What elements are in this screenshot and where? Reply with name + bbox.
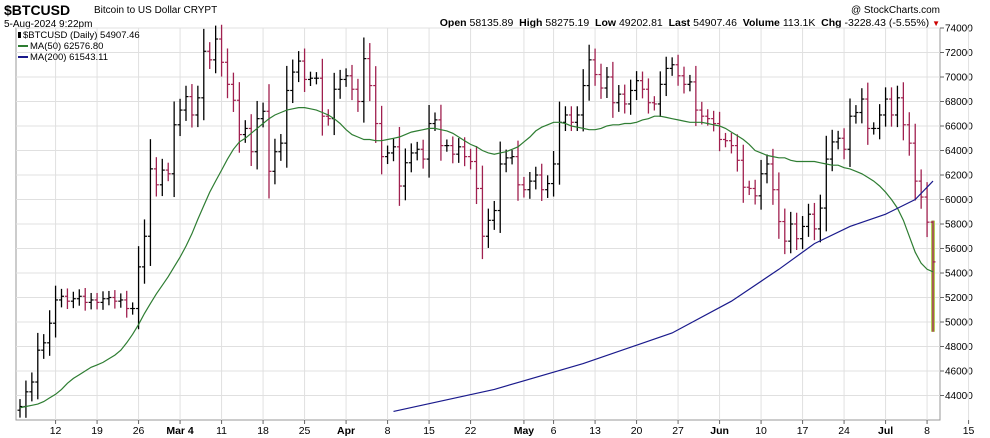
x-tick-label: May <box>514 425 535 437</box>
open-label: Open <box>439 17 467 29</box>
y-tick-label: 46000 <box>945 367 973 378</box>
x-tick-label: 18 <box>257 425 269 437</box>
x-tick-label: Apr <box>337 425 355 437</box>
y-tick-label: 52000 <box>945 293 973 304</box>
y-tick-label: 62000 <box>945 171 973 182</box>
legend-ma200-label: MA(200) 61543.11 <box>30 52 108 63</box>
low-label: Low <box>595 17 617 29</box>
y-tick-label: 50000 <box>945 318 973 329</box>
quote-stats: Open 58135.89 High 58275.19 Low 49202.81… <box>440 17 940 29</box>
x-tick-label: 27 <box>672 425 684 437</box>
x-tick-label: Jul <box>878 425 893 437</box>
x-tick-label: 20 <box>631 425 643 437</box>
y-tick-label: 70000 <box>945 73 973 84</box>
ma50-swatch-icon <box>18 45 28 48</box>
x-tick-label: 8 <box>385 425 391 437</box>
y-tick-label: 64000 <box>945 146 973 157</box>
chg-label: Chg <box>821 17 842 29</box>
x-tick-label: 15 <box>963 425 975 437</box>
y-tick-label: 60000 <box>945 195 973 206</box>
low-value: 49202.81 <box>618 17 663 29</box>
legend-ma200: MA(200) 61543.11 <box>18 52 108 63</box>
x-tick-label: 19 <box>91 425 103 437</box>
last-label: Last <box>668 17 691 29</box>
x-tick-label: 8 <box>924 425 930 437</box>
legend-ma50: MA(50) 62576.80 <box>18 41 103 52</box>
x-tick-label: 17 <box>797 425 809 437</box>
x-tick-label: Mar 4 <box>166 425 194 437</box>
y-tick-label: 48000 <box>945 342 973 353</box>
chg-value: -3228.43 (-5.55%) <box>844 17 930 29</box>
chart-date: 5-Aug-2024 9:22pm <box>4 19 93 30</box>
x-tick-label: 12 <box>50 425 62 437</box>
down-arrow-icon: ▼ <box>932 19 940 28</box>
x-tick-label: 15 <box>423 425 435 437</box>
x-tick-label: 11 <box>216 425 227 437</box>
y-tick-label: 56000 <box>945 244 973 255</box>
legend-price: $BTCUSD (Daily) 54907.46 <box>18 30 140 41</box>
ma50-line <box>19 107 934 409</box>
price-bars <box>17 24 936 418</box>
x-tick-label: 13 <box>589 425 601 437</box>
y-tick-label: 72000 <box>945 48 973 59</box>
x-tick-label: 26 <box>133 425 145 437</box>
watermark: @ StockCharts.com <box>850 5 940 16</box>
high-label: High <box>519 17 543 29</box>
legend-ma50-label: MA(50) 62576.80 <box>30 41 104 52</box>
x-tick-label: 22 <box>465 425 477 437</box>
ma200-swatch-icon <box>18 56 28 59</box>
volume-label: Volume <box>742 17 780 29</box>
high-value: 58275.19 <box>545 17 590 29</box>
x-tick-label: 6 <box>551 425 557 437</box>
price-swatch-icon <box>18 32 21 39</box>
x-tick-label: 10 <box>755 425 767 437</box>
y-tick-label: 74000 <box>945 24 973 35</box>
ma200-line <box>393 180 934 412</box>
open-value: 58135.89 <box>469 17 514 29</box>
chart-description: Bitcoin to US Dollar CRYPT <box>94 5 218 16</box>
legend-price-label: $BTCUSD (Daily) 54907.46 <box>23 30 140 41</box>
x-tick-label: 24 <box>838 425 850 437</box>
x-tick-label: 25 <box>299 425 311 437</box>
y-tick-label: 44000 <box>945 391 973 402</box>
y-tick-label: 58000 <box>945 220 973 231</box>
y-tick-label: 68000 <box>945 97 973 108</box>
y-tick-label: 66000 <box>945 122 973 133</box>
x-tick-label: Jun <box>710 425 729 437</box>
volume-value: 113.1K <box>782 17 816 29</box>
last-value: 54907.46 <box>693 17 737 29</box>
chart-symbol: $BTCUSD <box>4 2 71 18</box>
y-tick-label: 54000 <box>945 269 973 280</box>
